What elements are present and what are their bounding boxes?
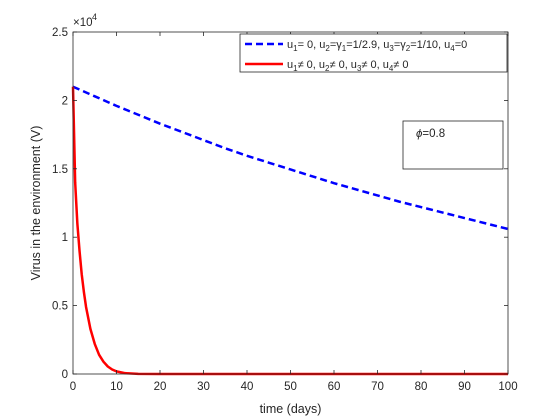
x-tick-label: 70: [371, 381, 384, 393]
legend-box: [239, 33, 508, 73]
phi-symbol: ϕ: [416, 128, 423, 140]
legend-subscript: 3: [357, 64, 362, 73]
legend-text-part: =0: [455, 39, 468, 51]
y-tick-label: 0: [62, 369, 68, 381]
annotation-text: ϕ=0.8: [416, 128, 445, 140]
legend-text-part: =1/2.9, u: [346, 39, 389, 51]
legend-subscript: 2: [325, 64, 330, 73]
plot-area: [73, 32, 508, 374]
legend-text-part: γ: [400, 39, 406, 51]
legend-subscript: 2: [325, 44, 330, 53]
y-multiplier-base: ×10: [73, 17, 93, 29]
legend-text-part: =1/10, u: [410, 39, 450, 51]
legend: u1= 0, u2=γ1=1/2.9, u3=γ2=1/10, u4=0 u1≠…: [239, 33, 508, 73]
x-tick-label: 60: [328, 381, 341, 393]
legend-text-part: ≠ 0: [393, 59, 408, 71]
y-tick-label: 1: [62, 232, 68, 244]
legend-subscript: 1: [342, 44, 347, 53]
y-axis-multiplier: ×10 4: [73, 12, 97, 29]
legend-subscript: 1: [293, 44, 298, 53]
y-tick-label: 1.5: [52, 164, 68, 176]
y-multiplier-exponent: 4: [92, 12, 97, 22]
legend-text-part: =: [330, 39, 336, 51]
x-tick-label: 40: [241, 381, 254, 393]
x-tick-label: 80: [415, 381, 428, 393]
legend-text-part: u: [287, 39, 293, 51]
legend-entry-dashed-series: u1= 0, u2=γ1=1/2.9, u3=γ2=1/10, u4=0: [287, 39, 467, 53]
phi-value: =0.8: [422, 128, 445, 140]
legend-entry-solid-series: u1≠ 0, u2≠ 0, u3≠ 0, u4≠ 0: [287, 59, 409, 73]
x-tick-label: 50: [284, 381, 297, 393]
series-line-dashed: [72, 85, 509, 231]
legend-text-part: =: [394, 39, 400, 51]
ticks-layer: 0 10 20 30 40 50 60 70 80 90 100 0 0.5 1 1.5 2 2.5: [52, 27, 518, 393]
x-axis-label: time (days): [260, 402, 322, 416]
y-tick-label: 2.5: [52, 27, 68, 39]
x-tick-label: 0: [70, 381, 76, 393]
annotation-box: [402, 120, 504, 170]
x-tick-label: 100: [498, 381, 517, 393]
phi-annotation: ϕ=0.8: [402, 120, 504, 170]
legend-subscript: 2: [406, 44, 411, 53]
legend-text-part: ≠ 0, u: [361, 59, 388, 71]
x-tick-label: 10: [110, 381, 123, 393]
legend-subscript: 3: [389, 44, 394, 53]
legend-text-part: γ: [336, 39, 342, 51]
legend-text-part: = 0, u: [298, 39, 326, 51]
legend-subscript: 4: [389, 64, 394, 73]
legend-text-part: u: [287, 59, 293, 71]
legend-text-part: ≠ 0, u: [298, 59, 325, 71]
x-tick-label: 30: [197, 381, 210, 393]
x-tick-label: 90: [458, 381, 471, 393]
y-tick-label: 0.5: [52, 301, 68, 313]
legend-text-part: ≠ 0, u: [329, 59, 356, 71]
y-axis-label: Virus in the environment (V): [29, 126, 43, 281]
x-tick-label: 20: [154, 381, 167, 393]
legend-subscript: 4: [450, 44, 455, 53]
y-tick-label: 2: [62, 95, 68, 107]
legend-subscript: 1: [293, 64, 298, 73]
